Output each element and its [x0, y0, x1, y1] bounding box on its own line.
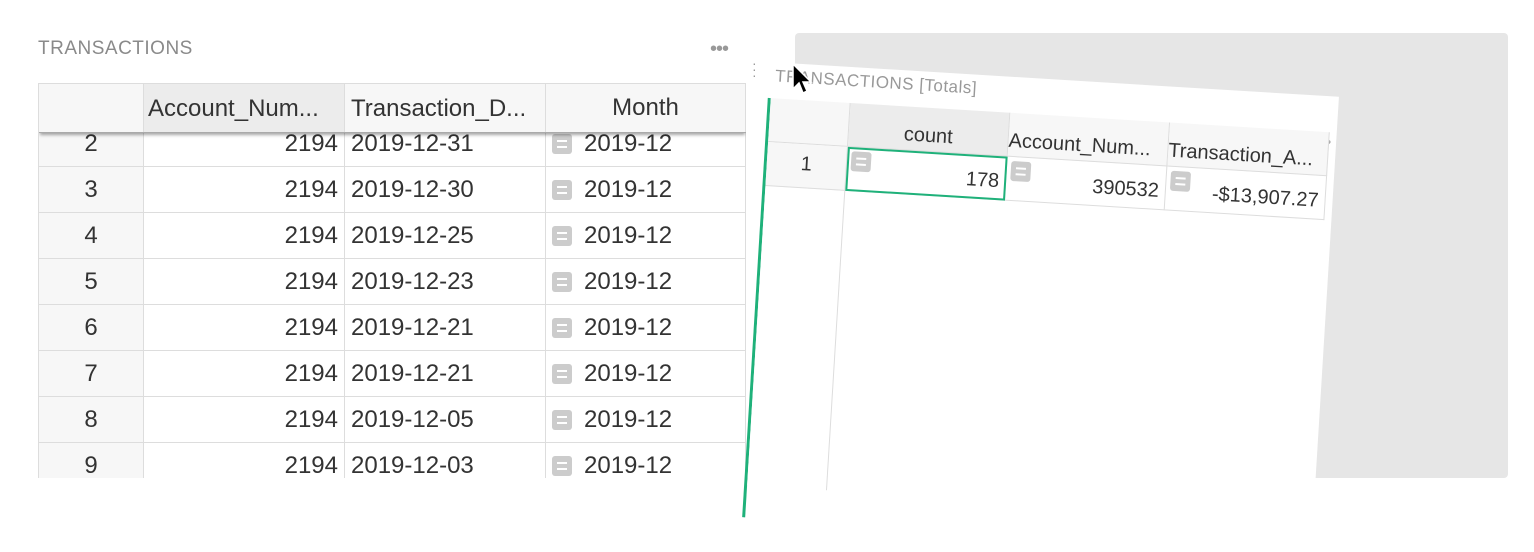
cell-month[interactable]: 2019-12 [546, 443, 746, 478]
row-number: 5 [39, 259, 144, 304]
section-title: TRANSACTIONS [38, 38, 193, 59]
cell-account[interactable]: 2194 [144, 397, 345, 442]
row-number: 8 [39, 397, 144, 442]
empty-row-area [747, 185, 846, 491]
cell-month[interactable]: 2019-12 [546, 213, 746, 258]
cell-value: 2019-12 [584, 405, 673, 433]
more-options-icon[interactable]: ••• [710, 38, 729, 60]
table-row: 5 2194 2019-12-23 2019-12 [39, 259, 746, 305]
type-icon [552, 363, 572, 384]
transactions-table: Account_Num... Transaction_D... Month 2 … [38, 83, 746, 478]
cell-value: 2019-12 [584, 129, 673, 157]
row-number: 9 [39, 443, 144, 478]
cell-value: 2019-12 [584, 221, 673, 249]
cell-date[interactable]: 2019-12-03 [345, 443, 546, 478]
mouse-cursor-icon [792, 62, 813, 95]
row-number-header [768, 98, 851, 147]
type-icon [552, 455, 572, 476]
table-row: 4 2194 2019-12-25 2019-12 [39, 213, 746, 259]
cell-account[interactable]: 2194 [144, 167, 345, 212]
cell-value: 2019-12 [584, 267, 673, 295]
cell-value: 2019-12 [584, 359, 673, 387]
cell-date[interactable]: 2019-12-31 [345, 121, 546, 166]
type-icon [850, 151, 872, 173]
cell-value: 2019-12 [584, 175, 673, 203]
cell-month[interactable]: 2019-12 [546, 351, 746, 396]
cell-value: 178 [965, 168, 1000, 193]
cell-account[interactable]: 2194 [144, 351, 345, 396]
column-header-month[interactable]: Month [546, 84, 746, 132]
table-row: 6 2194 2019-12-21 2019-12 [39, 305, 746, 351]
cell-value: 2019-12 [584, 313, 673, 341]
cell-month[interactable]: 2019-12 [546, 397, 746, 442]
cell-date[interactable]: 2019-12-23 [345, 259, 546, 304]
cell-value: -$13,907.27 [1211, 183, 1320, 212]
cell-month[interactable]: 2019-12 [546, 259, 746, 304]
cell-value: 2019-12 [584, 451, 673, 479]
cell-value: 390532 [1091, 175, 1160, 202]
dragged-totals-panel[interactable]: TRANSACTIONS [Totals] ••• count Account_… [742, 62, 1340, 552]
type-icon [552, 225, 572, 246]
row-number: 7 [39, 351, 144, 396]
cell-date[interactable]: 2019-12-21 [345, 351, 546, 396]
cell-date[interactable]: 2019-12-30 [345, 167, 546, 212]
cell-date[interactable]: 2019-12-21 [345, 305, 546, 350]
table-row: 8 2194 2019-12-05 2019-12 [39, 397, 746, 443]
row-number: 4 [39, 213, 144, 258]
cell-month[interactable]: 2019-12 [546, 167, 746, 212]
row-number-header[interactable] [39, 84, 144, 132]
cell-month[interactable]: 2019-12 [546, 121, 746, 166]
cell-account[interactable]: 2194 [144, 443, 345, 478]
row-number: 1 [765, 142, 848, 191]
cell-account[interactable]: 2194 [144, 121, 345, 166]
table-row: 3 2194 2019-12-30 2019-12 [39, 167, 746, 213]
cell-date[interactable]: 2019-12-05 [345, 397, 546, 442]
type-icon [552, 179, 572, 200]
type-icon [552, 317, 572, 338]
table-row: 9 2194 2019-12-03 2019-12 [39, 443, 746, 478]
type-icon [552, 133, 572, 154]
cell-account[interactable]: 2194 [144, 213, 345, 258]
cell-account[interactable]: 2194 [144, 259, 345, 304]
drag-handle-icon[interactable]: · · · [752, 55, 757, 83]
type-icon [552, 271, 572, 292]
cell-month[interactable]: 2019-12 [546, 305, 746, 350]
column-header-date[interactable]: Transaction_D... [345, 84, 546, 132]
table-header: Account_Num... Transaction_D... Month [39, 83, 746, 133]
type-icon [552, 409, 572, 430]
table-row: 7 2194 2019-12-21 2019-12 [39, 351, 746, 397]
table-row: 2 2194 2019-12-31 2019-12 [39, 121, 746, 167]
type-icon [1169, 170, 1192, 192]
type-icon [1010, 160, 1032, 183]
cell-date[interactable]: 2019-12-25 [345, 213, 546, 258]
column-header-account[interactable]: Account_Num... [144, 84, 345, 132]
cell-account[interactable]: 2194 [144, 305, 345, 350]
row-number: 3 [39, 167, 144, 212]
row-number: 6 [39, 305, 144, 350]
